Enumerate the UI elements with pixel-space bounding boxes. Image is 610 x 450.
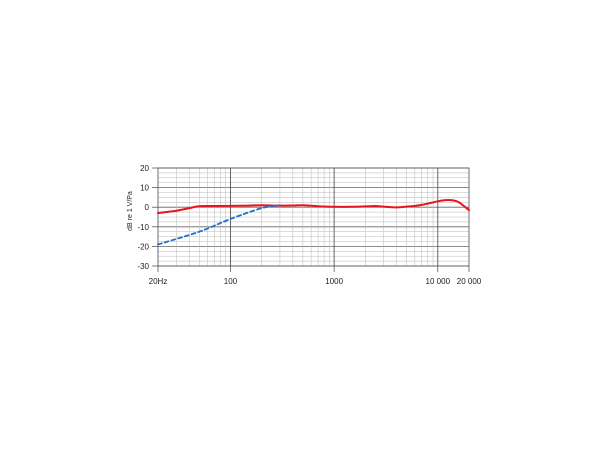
x-tick-label: 20Hz — [149, 277, 168, 286]
y-tick-label: -10 — [137, 223, 149, 232]
y-tick-label: -30 — [137, 262, 149, 271]
response-curve-dashed — [157, 204, 281, 246]
chart-grid — [157, 167, 470, 267]
x-tick-label: 20 000 — [457, 277, 482, 286]
response-curve-solid — [157, 199, 470, 215]
x-tick-label: 10 000 — [426, 277, 451, 286]
series-layer — [157, 199, 470, 246]
x-tick-labels: 20Hz 100 1000 10 000 20 000 — [149, 266, 482, 286]
x-tick-label: 1000 — [325, 277, 343, 286]
y-tick-label: 20 — [140, 164, 149, 173]
y-tick-label: 10 — [140, 184, 149, 193]
x-tick-label: 100 — [224, 277, 238, 286]
plot-frame — [157, 167, 470, 267]
y-tick-label: -20 — [137, 242, 149, 251]
y-tick-label: 0 — [145, 203, 150, 212]
y-axis-label: dB re 1 V/Pa — [127, 191, 134, 231]
y-tick-labels: 20 10 0 -10 -20 -30 — [137, 164, 158, 271]
